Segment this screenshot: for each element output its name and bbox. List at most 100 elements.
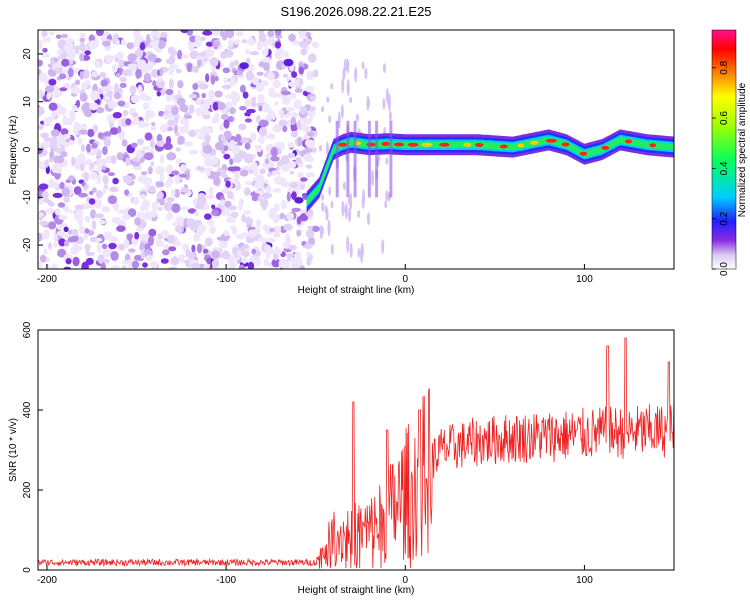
spectrogram-noise-cell — [123, 175, 133, 185]
spectrogram-noise-cell — [229, 76, 237, 87]
spectrogram-noise-cell — [304, 147, 315, 153]
spectrogram-noise-cell — [133, 254, 143, 261]
spectrogram-noise-cell — [110, 251, 119, 261]
spectrogram-noise-cell — [53, 242, 58, 248]
spectrogram-noise-cell — [177, 49, 183, 60]
spectrogram-noise-cell — [291, 112, 299, 119]
spectrogram-noise-cell — [114, 56, 119, 63]
spectrogram-noise-cell — [133, 196, 140, 206]
spectrogram-noise-cell — [288, 244, 297, 251]
spectrogram-noise-cell — [112, 34, 117, 45]
spectrogram-noise-cell — [171, 106, 179, 116]
spectrogram-noise-cell — [299, 106, 308, 115]
spectrogram-noise-cell — [258, 135, 265, 144]
spectrogram-noise-cell — [73, 121, 81, 132]
spectrogram-noise-cell — [307, 126, 312, 134]
colorbar-label: Normalized spectral amplitude — [737, 82, 748, 217]
spectrogram-noise-cell — [121, 139, 128, 147]
spectrogram-noise-cell — [169, 64, 179, 70]
spectrogram-noise-cell — [304, 243, 313, 250]
spectrogram-noise-cell — [293, 99, 302, 110]
spectrogram-noise-cell — [121, 214, 131, 220]
spectrogram-noise-cell — [132, 161, 141, 167]
spectrogram-noise-cell — [236, 74, 245, 79]
spectrogram-noise-cell — [45, 85, 55, 93]
spectrogram-noise-cell — [38, 40, 43, 50]
colorbar-tick-label: 0.6 — [719, 111, 730, 125]
spectrogram-noise-cell — [76, 208, 84, 218]
spectrogram-noise-cell — [59, 248, 66, 257]
spectrogram-noise-cell — [211, 259, 220, 269]
spectrogram-noise-cell — [171, 50, 178, 56]
spectrogram-noise-cell — [97, 149, 102, 157]
spectrogram-noise-cell — [55, 34, 62, 39]
spectrogram-y-tick-label: 0 — [22, 146, 33, 152]
spectrogram-noise-cell — [156, 79, 166, 89]
spectrogram-ridge-peak — [463, 142, 472, 147]
spectrogram-noise-cell — [148, 185, 156, 193]
spectrogram-noise-cell — [377, 154, 381, 162]
spectrogram-noise-cell — [84, 215, 91, 223]
spectrogram-noise-cell — [248, 169, 255, 174]
spectrogram-noise-cell — [172, 222, 177, 227]
spectrogram-noise-cell — [107, 100, 118, 109]
spectrogram-noise-cell — [212, 101, 219, 111]
spectrogram-noise-cell — [201, 110, 211, 116]
spectrogram-noise-cell — [131, 260, 140, 269]
spectrogram-noise-cell — [204, 134, 211, 143]
spectrogram-noise-cell — [274, 41, 282, 49]
spectrogram-noise-cell — [346, 235, 350, 253]
spectrogram-noise-cell — [151, 209, 157, 218]
spectrogram-noise-cell — [274, 245, 280, 255]
spectrogram-noise-cell — [129, 85, 137, 95]
spectrogram-noise-cell — [346, 58, 350, 74]
spectrogram-noise-cell — [79, 32, 86, 38]
spectrogram-noise-cell — [211, 156, 219, 165]
spectrogram-noise-cell — [70, 86, 81, 95]
figure-title: S196.2026.098.22.21.E25 — [280, 4, 431, 19]
spectrogram-noise-cell — [210, 30, 221, 37]
spectrogram-noise-cell — [38, 260, 43, 269]
snr-x-tick-label: 0 — [402, 575, 408, 586]
spectrogram-noise-cell — [56, 230, 66, 236]
spectrogram-noise-cell — [135, 68, 143, 79]
spectrogram-noise-cell — [244, 118, 252, 123]
spectrogram-ridge-peak — [545, 138, 557, 143]
spectrogram-noise-cell — [52, 192, 63, 198]
spectrogram-noise-cell — [223, 77, 228, 84]
spectrogram-noise-cell — [86, 143, 92, 153]
spectrogram-noise-cell — [89, 191, 94, 195]
spectrogram-noise-cell — [251, 248, 256, 255]
spectrogram-noise-cell — [121, 260, 129, 265]
spectrogram-noise-cell — [202, 144, 213, 154]
spectrogram-noise-cell — [346, 79, 350, 97]
spectrogram-noise-cell — [102, 175, 109, 184]
spectrogram-noise-cell — [99, 71, 107, 78]
spectrogram-noise-cell — [62, 114, 67, 122]
spectrogram-noise-cell — [64, 240, 70, 247]
spectrogram-noise-cell — [265, 158, 270, 165]
spectrogram-noise-cell — [279, 109, 285, 119]
spectrogram-noise-cell — [290, 116, 297, 126]
spectrogram-noise-cell — [171, 170, 180, 176]
spectrogram-noise-cell — [42, 229, 50, 240]
spectrogram-x-ticks: -200 -100 0 100 — [37, 264, 593, 285]
spectrogram-noise-cell — [209, 57, 219, 67]
spectrogram-noise-cell — [279, 212, 285, 220]
spectrogram-noise-cell — [61, 187, 70, 197]
spectrogram-noise-cell — [79, 92, 88, 103]
spectrogram-noise-cell — [305, 32, 312, 37]
spectrogram-noise-cell — [269, 228, 276, 233]
spectrogram-noise-cell — [80, 144, 86, 153]
spectrogram-noise-cell — [213, 176, 221, 187]
spectrogram-noise-cell — [48, 178, 54, 189]
spectrogram-noise-cell — [299, 35, 309, 40]
spectrogram-noise-cell — [88, 40, 98, 50]
spectrogram-noise-cell — [166, 196, 175, 203]
spectrogram-noise-cell — [251, 101, 257, 108]
spectrogram-noise-cell — [177, 254, 186, 259]
spectrogram-noise-cell — [86, 159, 92, 164]
snr-x-tick-label: -100 — [216, 575, 236, 586]
spectrogram-noise-cell — [175, 216, 184, 226]
spectrogram-noise-cell — [261, 102, 270, 113]
